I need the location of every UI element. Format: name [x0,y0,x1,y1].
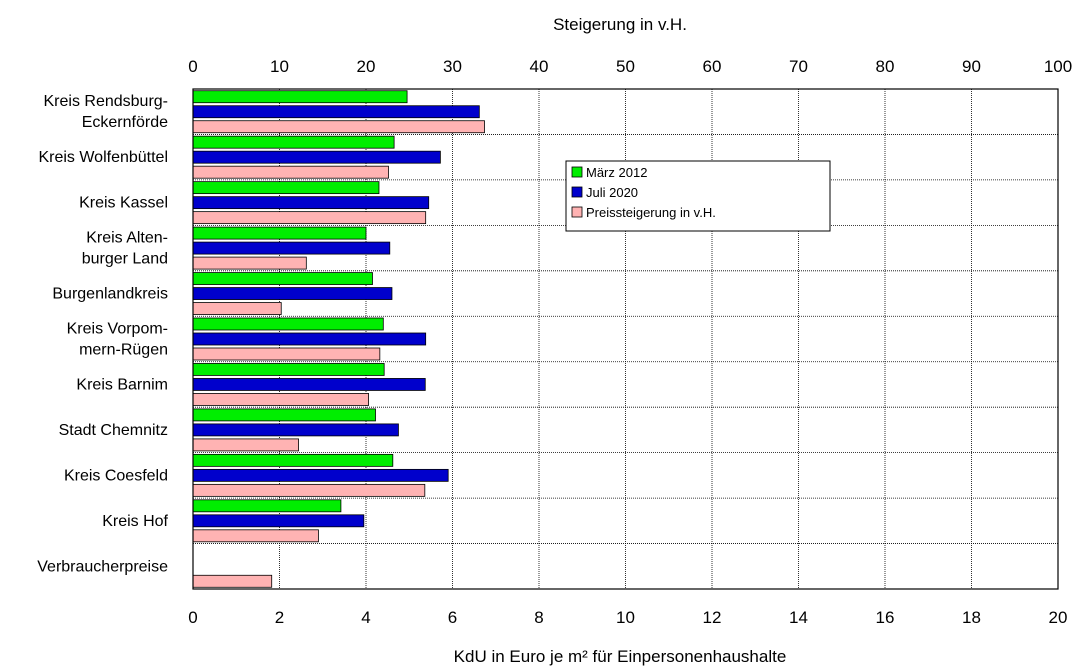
bar [192,453,394,467]
bar [192,181,380,195]
bar [192,256,307,270]
bar [192,574,273,588]
bars [192,90,485,588]
top-tick-label: 10 [270,57,289,76]
category-label: Eckernförde [82,114,168,131]
legend-box [565,160,831,232]
category-labels: Kreis Rendsburg- Eckernförde Kreis Wolfenb… [37,93,168,575]
category-label: Kreis Hof [102,513,168,530]
bottom-tick-label: 2 [275,608,284,627]
top-tick-label: 80 [876,57,895,76]
legend-label: März 2012 [586,165,647,180]
legend-swatch [571,206,583,218]
bar [192,287,393,300]
bottom-tick-label: 16 [876,608,895,627]
bar [192,90,408,104]
category-label: Kreis Coesfeld [64,467,168,484]
legend: März 2012 Juli 2020 Preissteigerung in v.H… [565,160,831,232]
category-label: Kreis Rendsburg- [44,93,169,110]
category-label: Kreis Kassel [79,195,168,212]
bar [192,135,395,149]
top-tick-label: 0 [188,57,197,76]
bar [192,120,485,134]
bar [192,483,426,497]
bar [192,363,385,376]
category-label: Kreis Alten- [86,230,168,247]
category-label: mern-Rügen [79,342,168,359]
bar [192,393,369,406]
bottom-axis-title: KdU in Euro je m² für Einpersonenhaushal… [454,647,787,666]
bottom-tick-label: 18 [962,608,981,627]
top-tick-label: 40 [530,57,549,76]
bar [192,105,480,119]
top-tick-label: 20 [357,57,376,76]
bar [192,378,426,391]
bar [192,332,427,346]
category-label: burger Land [82,251,168,268]
bar [192,499,342,513]
bar [192,347,381,361]
legend-swatch [571,166,583,178]
bottom-tick-label: 6 [448,608,457,627]
bar [192,150,441,164]
bottom-tick-label: 14 [789,608,808,627]
grid-lines [193,89,1058,589]
top-axis-ticks: 0 10 20 30 40 50 60 70 80 90 100 [188,57,1072,76]
top-axis-title: Steigerung in v.H. [553,15,687,34]
bar [192,165,389,179]
legend-label: Preissteigerung in v.H. [586,205,716,220]
category-label: Kreis Wolfenbüttel [38,149,168,166]
bottom-axis-ticks: 0 2 4 6 8 10 12 14 16 18 20 [188,608,1067,627]
bar [192,423,399,437]
bottom-tick-label: 8 [534,608,543,627]
top-tick-label: 60 [703,57,722,76]
top-tick-label: 70 [789,57,808,76]
bar [192,514,365,528]
bar [192,529,319,543]
legend-swatch [571,186,583,198]
category-label: Burgenlandkreis [52,286,168,303]
bar [192,317,384,331]
bottom-tick-label: 20 [1049,608,1068,627]
bar [192,302,282,315]
legend-label: Juli 2020 [586,185,638,200]
top-tick-label: 90 [962,57,981,76]
bottom-tick-label: 0 [188,608,197,627]
category-label: Kreis Barnim [76,376,168,393]
bottom-tick-label: 4 [361,608,370,627]
bar [192,438,299,452]
bar [192,408,376,422]
plot-frame [192,88,1059,590]
bar [192,211,427,225]
bar [192,226,367,240]
category-label: Kreis Vorpom- [67,321,168,338]
bottom-tick-label: 10 [616,608,635,627]
bottom-tick-label: 12 [703,608,722,627]
top-tick-label: 100 [1044,57,1072,76]
bar [192,241,391,255]
top-tick-label: 50 [616,57,635,76]
category-label: Stadt Chemnitz [59,422,168,439]
bar [192,196,430,210]
top-tick-label: 30 [443,57,462,76]
category-label: Verbraucherpreise [37,558,168,575]
bar [192,468,449,482]
bar [192,272,373,285]
